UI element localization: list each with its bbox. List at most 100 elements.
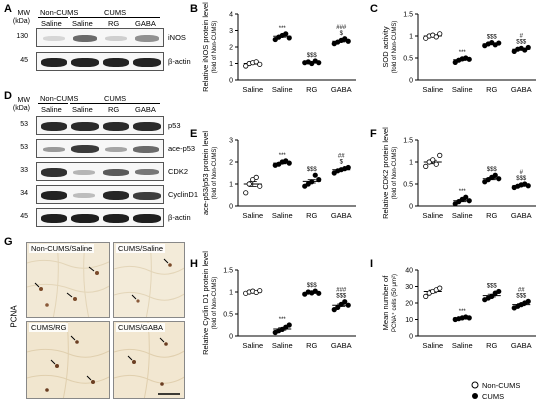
data-point [316, 60, 322, 66]
data-point [243, 63, 249, 69]
mw-value: 34 [20, 190, 28, 197]
panel-letter-i: I [370, 258, 374, 270]
y-tick-label: 0 [229, 204, 233, 211]
x-category-label: RG [486, 211, 497, 220]
legend-label-noncums: Non-CUMS [482, 381, 521, 390]
significance-label: # $$$ [516, 170, 527, 182]
data-point [335, 304, 341, 310]
data-point [525, 44, 531, 51]
data-point [525, 183, 531, 189]
y-tick-label: 0 [409, 334, 413, 341]
y-axis-label: Relative CDK2 protein level [381, 127, 390, 219]
data-point [525, 298, 531, 304]
significance-label: # $$$ [516, 33, 527, 45]
y-axis-sublabel: (fold of Non-CUMS) [212, 277, 218, 330]
panel-letter-d: D [4, 90, 12, 102]
group-line-noncums [38, 17, 68, 18]
legend-label-cums: CUMS [482, 392, 505, 401]
mw-value: 130 [16, 33, 28, 40]
x-category-label: RG [306, 85, 317, 94]
group-line-cums [70, 17, 160, 18]
blot-strip-cdk2 [36, 162, 164, 181]
protein-label: β-actin [168, 57, 191, 66]
data-point [437, 152, 443, 158]
data-point [312, 172, 318, 178]
protein-label: CDK2 [168, 167, 189, 176]
significance-label: $$$ [307, 53, 318, 59]
ihc-tile-label: CUMS/GABA [116, 323, 166, 332]
panel-letter-h: H [190, 258, 198, 270]
y-tick-label: 0 [409, 78, 413, 85]
lane-label: Saline [41, 105, 62, 114]
mw-value: 53 [20, 121, 28, 128]
significance-label: $$$ [307, 283, 318, 289]
y-tick-label: 1.5 [403, 12, 413, 19]
y-tick-label: 0 [229, 78, 233, 85]
data-point [253, 59, 259, 65]
significance-label: *** [459, 50, 467, 56]
significance-label: ## $$$ [516, 287, 527, 299]
x-category-label: Saline [272, 341, 293, 350]
data-point [466, 56, 472, 62]
data-point [466, 315, 472, 321]
legend-markers [471, 381, 479, 399]
data-point [423, 163, 429, 169]
mw-header: MW (kDa) [12, 10, 30, 25]
y-tick-label: 4 [229, 12, 233, 19]
mw-value: 53 [20, 144, 28, 151]
x-category-label: Saline [242, 211, 263, 220]
x-category-label: GABA [331, 211, 352, 220]
significance-label: ## $ [338, 154, 345, 166]
lane-label: RG [108, 19, 120, 28]
y-axis-label: ace-p53/p53 protein level [201, 131, 210, 216]
ihc-tile-label: CUMS/RG [29, 323, 69, 332]
x-category-label: GABA [511, 85, 532, 94]
panel-letter-a: A [4, 3, 12, 15]
ihc-tile-noncums-saline: Non-CUMS/Saline [26, 242, 110, 318]
y-axis-sublabel: (fold of Non-CUMS) [212, 147, 218, 200]
y-tick-label: 2 [229, 160, 233, 167]
significance-label: *** [459, 309, 467, 315]
protein-label: iNOS [168, 33, 186, 42]
x-category-label: Saline [422, 211, 443, 220]
data-point [316, 290, 322, 296]
y-tick-label: 1 [229, 290, 233, 297]
data-point [430, 157, 436, 163]
data-point [286, 322, 292, 328]
y-axis-sublabel: PCNA⁺ cells (50 μm²) [391, 274, 398, 332]
y-tick-label: 40 [405, 268, 413, 275]
y-axis-label: SOD activity [381, 26, 390, 68]
ihc-tile-label: CUMS/Saline [116, 244, 166, 253]
data-point [257, 183, 263, 189]
data-point [338, 301, 344, 307]
tissue-texture [114, 322, 184, 398]
y-tick-label: 1 [229, 182, 233, 189]
y-tick-label: 0 [229, 334, 233, 341]
data-point [433, 34, 439, 40]
x-category-label: Saline [242, 85, 263, 94]
lane-label: GABA [135, 19, 156, 28]
significance-label: *** [279, 153, 287, 159]
significance-label: $$$ [487, 167, 498, 173]
data-point [286, 35, 292, 41]
data-point [257, 288, 263, 294]
y-tick-label: 1 [229, 61, 233, 68]
x-category-label: RG [306, 341, 317, 350]
data-point [433, 161, 439, 167]
protein-label: p53 [168, 121, 181, 130]
data-point [489, 293, 495, 299]
x-category-label: GABA [331, 341, 352, 350]
data-point [243, 190, 249, 196]
y-tick-label: 0.5 [223, 312, 233, 319]
x-category-label: Saline [452, 211, 473, 220]
y-axis-label: Mean number of [381, 275, 390, 331]
data-point [253, 174, 259, 180]
data-point [496, 288, 502, 295]
significance-label: $$$ [307, 167, 318, 173]
y-axis-label: Relative iNOS protein level [201, 2, 210, 92]
y-tick-label: 1 [409, 160, 413, 167]
x-category-label: GABA [511, 211, 532, 220]
group-line-noncums [38, 103, 68, 104]
data-point [309, 179, 315, 185]
